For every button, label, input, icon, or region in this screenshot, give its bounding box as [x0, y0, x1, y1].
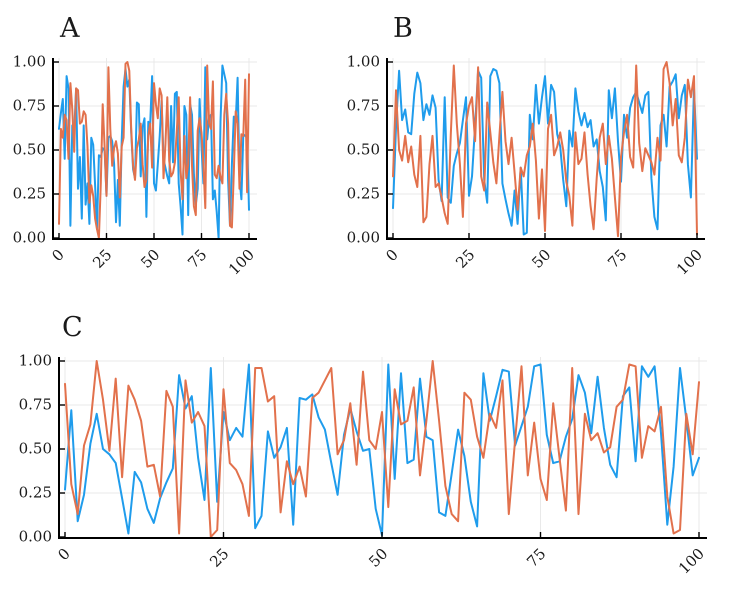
- y-tick-label: 0.00: [18, 527, 52, 546]
- y-tick-label: 0.25: [12, 184, 46, 203]
- y-tick-label: 0.25: [18, 483, 52, 502]
- panel-a: [52, 58, 257, 240]
- series-2-orange: [64, 360, 700, 538]
- y-tick-label: 0.50: [18, 439, 52, 458]
- y-tick-label: 1.00: [12, 52, 46, 71]
- y-tick-label: 0.75: [12, 96, 46, 115]
- panel-a-title: A: [60, 13, 80, 44]
- y-tick-label: 0.50: [346, 140, 380, 159]
- series-2-orange: [58, 61, 250, 239]
- panel-b-title: B: [393, 13, 413, 44]
- y-tick-label: 0.00: [12, 228, 46, 247]
- series-1-blue: [58, 64, 250, 239]
- series-2-orange: [392, 61, 698, 238]
- y-tick-label: 0.50: [12, 140, 46, 159]
- y-tick-label: 1.00: [18, 351, 52, 370]
- panel-c-title: C: [62, 312, 83, 343]
- series-1-blue: [392, 68, 698, 236]
- y-tick-label: 0.00: [346, 228, 380, 247]
- y-tick-label: 0.25: [346, 184, 380, 203]
- panel-c: [58, 357, 707, 539]
- y-tick-label: 0.75: [346, 96, 380, 115]
- y-tick-label: 1.00: [346, 52, 380, 71]
- y-tick-label: 0.75: [18, 395, 52, 414]
- panel-b: [386, 58, 705, 240]
